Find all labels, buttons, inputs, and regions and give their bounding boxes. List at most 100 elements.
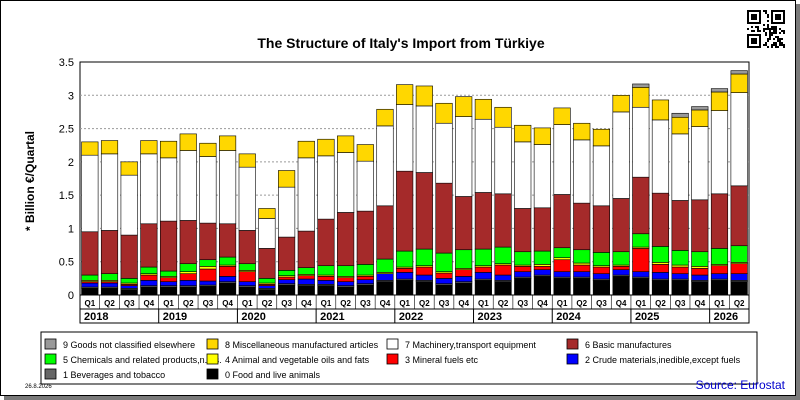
bar-segment (81, 231, 99, 276)
bar-segment (710, 273, 729, 280)
legend-swatch (206, 368, 219, 380)
qr-module (773, 44, 775, 46)
qr-module (767, 26, 769, 28)
bar-segment (474, 98, 492, 120)
bar-segment (179, 286, 197, 296)
bar-segment (730, 73, 748, 93)
bar-segment (632, 278, 650, 296)
bar-segment (494, 264, 512, 276)
bar-segment (691, 274, 709, 281)
bar-segment (219, 276, 237, 282)
legend-swatch (44, 353, 57, 365)
bar-segment (179, 271, 197, 275)
quarter-label: Q4 (380, 299, 391, 308)
quarter-label: Q1 (635, 299, 646, 308)
chart-canvas: The Structure of Italy's Import from Tür… (23, 9, 786, 392)
qr-module (765, 42, 767, 44)
bar-segment (651, 280, 670, 296)
y-tick-label: 1.5 (59, 190, 74, 202)
bar-segment (671, 200, 689, 251)
bar-segment (494, 246, 512, 265)
qr-module (769, 34, 771, 36)
quarter-label: Q4 (301, 299, 312, 308)
qr-module (769, 32, 771, 34)
bar-segment (100, 140, 119, 155)
bar-segment (553, 259, 571, 273)
bar-segment (238, 230, 256, 265)
qr-module (767, 40, 769, 42)
bar-segment (592, 205, 610, 253)
bar-segment (396, 280, 414, 296)
qr-module (779, 40, 781, 42)
bar-segment (651, 246, 670, 263)
bar-segment (199, 280, 217, 286)
bar-segment (219, 135, 237, 151)
qr-module (779, 32, 781, 34)
bar-segment (258, 208, 276, 219)
y-tick-label: 3 (68, 90, 74, 102)
bar-segment (317, 265, 335, 276)
legend-swatch (206, 353, 219, 365)
bar-segment (573, 122, 591, 141)
bar-segment (140, 140, 158, 155)
bar-segment (651, 192, 670, 247)
quarter-label: Q2 (419, 299, 430, 308)
bar-segment (179, 133, 197, 151)
qr-module (763, 28, 765, 30)
bar-segment (553, 194, 571, 249)
bar-segment (81, 282, 99, 288)
bar-segment (297, 275, 315, 280)
bar-segment (356, 276, 374, 280)
bar-segment (671, 133, 689, 201)
bar-segment (199, 286, 217, 296)
bar-segment (474, 280, 492, 296)
bar-segment (514, 208, 532, 253)
bar-segment (415, 281, 433, 296)
bar-segment (730, 273, 748, 281)
bar-segment (710, 91, 729, 111)
bar-segment (671, 266, 689, 275)
bar-segment (356, 144, 374, 162)
bar-segment (612, 111, 630, 199)
chart-title: The Structure of Italy's Import from Tür… (257, 35, 544, 51)
legend-label: 8 Miscellaneous manufactured articles (225, 340, 379, 350)
bar-segment (435, 272, 453, 279)
bar-segment (278, 279, 296, 284)
qr-module (767, 16, 769, 18)
qr-module (775, 28, 777, 30)
bar-segment (573, 262, 591, 266)
bar-segment (573, 139, 591, 204)
qr-module (775, 26, 777, 28)
bar-segment (415, 172, 433, 250)
quarter-label: Q4 (694, 299, 705, 308)
bar-segment (376, 273, 394, 281)
bar-segment (651, 119, 670, 194)
bar-segment (297, 267, 315, 275)
legend: 9 Goods not classified elsewhere 8 Miscel… (44, 338, 741, 380)
bar-segment (396, 268, 414, 273)
qr-module (771, 28, 773, 30)
qr-module (767, 20, 769, 22)
bar-segment (710, 88, 729, 93)
qr-module (775, 36, 777, 38)
qr-module (773, 42, 775, 44)
bar-segment (671, 112, 689, 118)
source-label: Source: Eurostat (696, 378, 786, 392)
bar-segment (238, 271, 256, 282)
bar-segment (632, 233, 650, 248)
bar-segment (533, 207, 551, 252)
bar-segment (199, 142, 217, 157)
qr-finder-core (775, 14, 781, 20)
quarter-label: Q1 (399, 299, 410, 308)
qr-module (777, 38, 779, 40)
bar-segment (258, 278, 276, 284)
bar-segment (612, 266, 630, 270)
bar-segment (474, 118, 492, 193)
bar-segment (317, 276, 335, 281)
quarter-label: Q3 (596, 299, 607, 308)
y-tick-label: 2.5 (59, 124, 74, 136)
bar-segment (592, 128, 610, 147)
quarter-label: Q2 (183, 299, 194, 308)
qr-module (767, 46, 769, 48)
